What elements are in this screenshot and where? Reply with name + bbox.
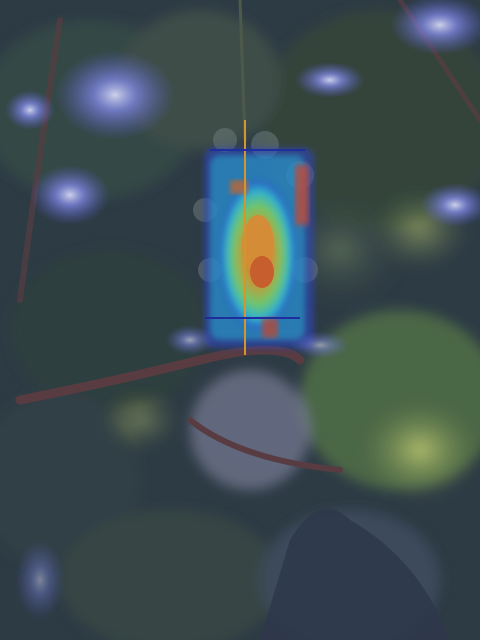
heat-hot: [250, 256, 274, 288]
flare: [295, 62, 365, 98]
flare: [420, 183, 480, 227]
lit-leaf: [100, 390, 180, 450]
lit-leaf: [360, 400, 480, 500]
foreground-leaf: [260, 508, 450, 640]
stem: [238, 0, 247, 142]
heat-spot: [230, 180, 248, 194]
branch: [15, 345, 305, 405]
flare: [30, 165, 110, 225]
flare: [15, 540, 65, 620]
flare: [390, 0, 480, 55]
grape: [213, 128, 237, 152]
flare: [5, 90, 55, 130]
branch: [17, 17, 63, 303]
heatmap: [204, 120, 314, 355]
foliage: [0, 10, 480, 640]
flare: [55, 50, 175, 140]
heat-spot: [262, 318, 278, 338]
flare: [290, 331, 350, 359]
leaf: [60, 510, 280, 640]
branch: [187, 417, 343, 473]
heat-spot: [295, 165, 309, 225]
flares: [5, 0, 480, 620]
flare: [165, 325, 215, 355]
